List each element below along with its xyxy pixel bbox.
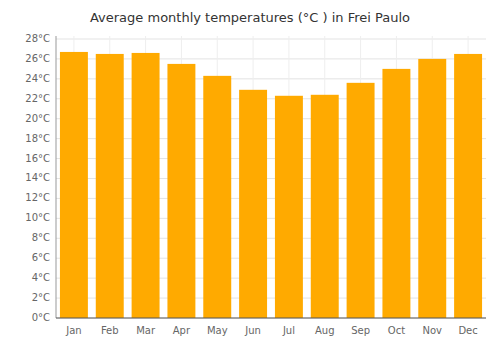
x-tick-label: Jul — [282, 325, 295, 336]
x-tick-label: May — [207, 325, 228, 336]
y-tick-label: 8°C — [32, 232, 50, 243]
bar — [311, 95, 339, 318]
chart: 0°C 2°C 4°C 6°C 8°C 10°C 12°C 14°C 16°C 18°C 20°C 2… — [0, 0, 500, 350]
y-tick-label: 0°C — [32, 312, 50, 323]
x-tick-label: Aug — [315, 325, 335, 336]
bar — [60, 52, 88, 318]
x-tick-labels: Jan Feb Mar Apr May Jun Jul Aug Sep Oct Nov Dec — [65, 325, 478, 336]
y-axis-line — [56, 36, 57, 318]
x-tick-label: Jan — [65, 325, 81, 336]
grid — [56, 36, 486, 318]
x-tick-label: Jun — [244, 325, 261, 336]
y-tick-label: 20°C — [25, 113, 50, 124]
bar — [347, 83, 375, 318]
x-tick-label: Mar — [136, 325, 156, 336]
x-tick-label: Nov — [422, 325, 442, 336]
bar — [418, 59, 446, 318]
y-tick-label: 18°C — [25, 133, 50, 144]
x-tick-label: Sep — [351, 325, 370, 336]
x-tick-label: Dec — [458, 325, 477, 336]
bar — [132, 53, 160, 318]
y-tick-label: 28°C — [25, 33, 50, 44]
y-tick-label: 26°C — [25, 53, 50, 64]
y-tick-label: 22°C — [25, 93, 50, 104]
x-tick-label: Feb — [101, 325, 119, 336]
bars — [60, 52, 482, 318]
chart-container: 0°C 2°C 4°C 6°C 8°C 10°C 12°C 14°C 16°C 18°C 20°C 2… — [0, 0, 500, 350]
bar — [96, 54, 124, 318]
bar — [454, 54, 482, 318]
x-tick-label: Oct — [388, 325, 405, 336]
bar — [203, 76, 231, 318]
y-tick-label: 12°C — [25, 192, 50, 203]
title: Average monthly temperatures (°C ) in Fr… — [90, 10, 410, 25]
y-tick-label: 14°C — [25, 172, 50, 183]
y-tick-label: 10°C — [25, 212, 50, 223]
y-grid-line — [56, 38, 486, 39]
y-tick-label: 6°C — [32, 252, 50, 263]
y-tick-labels: 0°C 2°C 4°C 6°C 8°C 10°C 12°C 14°C 16°C 18°C 20°C 2… — [25, 33, 50, 323]
bar — [239, 90, 267, 318]
y-tick-label: 4°C — [32, 272, 50, 283]
x-tick-label: Apr — [173, 325, 191, 336]
bar — [382, 69, 410, 318]
y-tick-label: 2°C — [32, 292, 50, 303]
y-tick-label: 16°C — [25, 153, 50, 164]
y-tick-label: 24°C — [25, 73, 50, 84]
bar — [275, 96, 303, 318]
x-axis-line — [56, 318, 486, 319]
bar — [167, 64, 195, 318]
y-grid-line — [56, 318, 486, 319]
